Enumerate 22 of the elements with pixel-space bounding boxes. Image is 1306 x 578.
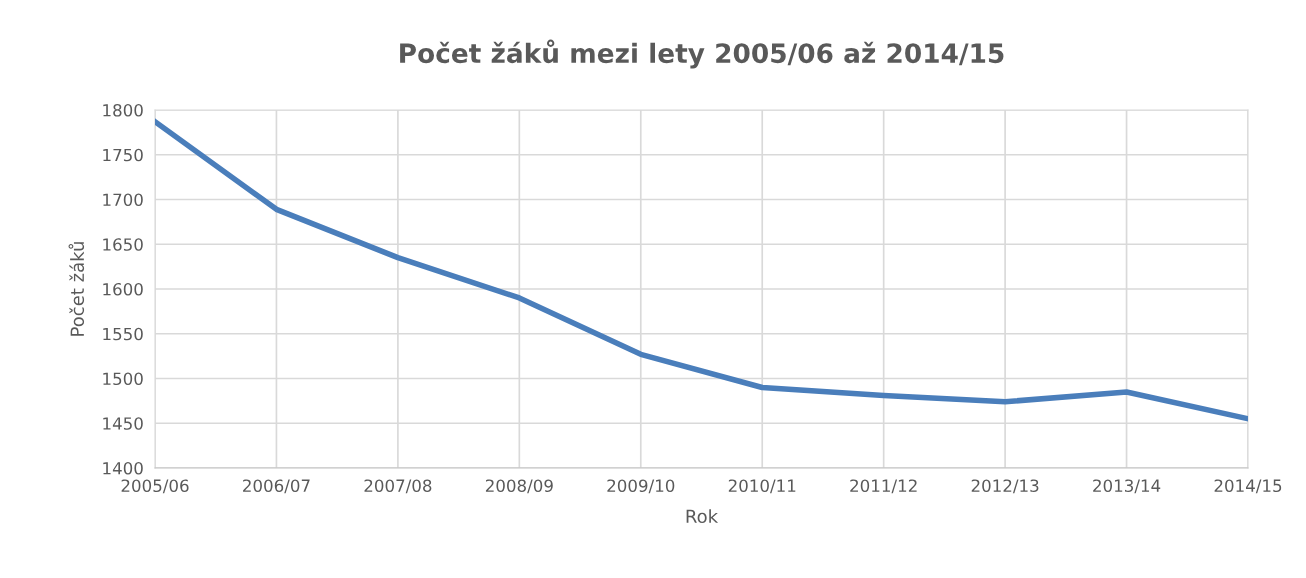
x-tick-label: 2012/13: [971, 479, 1039, 494]
y-tick-label: 1750: [103, 148, 143, 162]
x-tick-label: 2007/08: [364, 479, 432, 494]
y-tick-label: 1800: [103, 103, 143, 117]
x-tick-label: 2013/14: [1093, 479, 1161, 494]
y-tick-label: 1600: [103, 282, 143, 296]
y-tick-label: 1550: [103, 327, 143, 341]
y-tick-label: 1500: [103, 372, 143, 386]
x-tick-label: 2010/11: [728, 479, 796, 494]
x-tick-label: 2006/07: [243, 479, 310, 494]
y-axis-title: Počet žáků: [68, 242, 85, 336]
x-tick-label: 2008/09: [485, 479, 553, 494]
x-tick-label: 2005/06: [121, 479, 189, 494]
y-tick-label: 1650: [103, 238, 143, 251]
y-tick-label: 1700: [103, 193, 143, 207]
x-axis-title: Rok: [686, 509, 719, 524]
x-tick-label: 2009/10: [607, 479, 675, 494]
y-tick-label: 1450: [103, 417, 143, 430]
chart-title: Počet žáků mezi lety 2005/06 až 2014/15: [400, 39, 1004, 69]
x-tick-label: 2011/12: [850, 479, 917, 494]
x-tick-label: 2014/15: [1214, 479, 1282, 494]
y-tick-label: 1400: [103, 461, 143, 475]
